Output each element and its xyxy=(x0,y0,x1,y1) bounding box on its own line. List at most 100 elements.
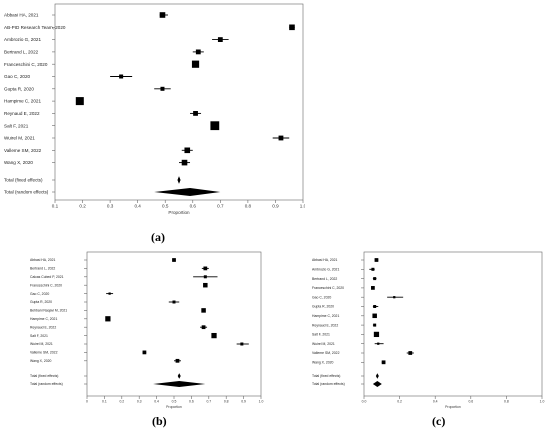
study-point xyxy=(160,86,165,91)
study-label: Wuirel M, 2021 xyxy=(30,342,53,346)
x-tick-label: 0.8 xyxy=(245,204,252,209)
study-point xyxy=(373,323,377,327)
study-label: Reynaud E, 2022 xyxy=(4,111,40,116)
study-point xyxy=(408,351,413,355)
x-tick-label: 0.1 xyxy=(102,399,107,403)
study-point xyxy=(210,121,220,131)
study-label: Abbasi HA, 2021 xyxy=(4,13,39,18)
forest-plot-b-svg: 0 0.1 0.2 0.3 0.4 0.5 0.6 0.7 0.8 0.9 1.0 Proportio… xyxy=(30,251,264,409)
study-label: Salt F, 2021 xyxy=(30,334,48,338)
study-point xyxy=(142,350,147,355)
study-label: Hampime C, 2021 xyxy=(30,317,57,321)
study-label: Bertrand L, 2022 xyxy=(4,50,39,55)
random-effects-label: Total (random effects) xyxy=(4,190,49,195)
study-label: Hampime C, 2021 xyxy=(4,99,41,104)
study-point xyxy=(372,313,377,319)
study-point xyxy=(159,12,166,18)
study-label: AB-PID Research Team, 2020 xyxy=(4,25,66,30)
x-tick-label: 0.5 xyxy=(162,204,169,209)
study-point xyxy=(393,296,396,299)
study-point xyxy=(195,49,201,55)
x-tick-label: 0.2 xyxy=(79,204,86,209)
x-tick-label: 0.4 xyxy=(433,399,438,403)
random-effects-label: Total (random effects) xyxy=(312,382,345,386)
fixed-effects-label: Total (fixed effects) xyxy=(30,374,58,378)
x-axis-label: Proportion xyxy=(445,405,461,409)
x-tick-label: 0.3 xyxy=(107,204,114,209)
study-label: Abbasi HA, 2021 xyxy=(30,258,56,262)
x-axis-label: Proportion xyxy=(166,405,182,409)
fixed-effects-marker xyxy=(177,176,181,184)
study-point xyxy=(172,300,176,304)
study-label: Abbasi HA, 2021 xyxy=(312,258,338,262)
study-label: Valleme SM, 2022 xyxy=(30,351,58,355)
study-label: Hampime C, 2021 xyxy=(312,314,339,318)
study-label: Franceschini C, 2020 xyxy=(312,286,344,290)
study-point xyxy=(211,332,217,339)
forest-plot-a: 0.1 0.2 0.3 0.4 0.5 0.6 0.7 0.8 0.9 1.0 Proportion… xyxy=(0,0,305,222)
study-point xyxy=(240,342,244,346)
plot-frame xyxy=(54,3,304,201)
random-effects-diamond xyxy=(372,381,382,387)
study-point xyxy=(105,316,111,322)
x-tick-label: 0.6 xyxy=(190,204,197,209)
study-label: Wuirel M, 2021 xyxy=(312,342,335,346)
study-label: Valleme SM, 2022 xyxy=(4,148,42,153)
study-point xyxy=(175,358,180,363)
study-label: Gao C, 2020 xyxy=(4,74,30,79)
x-tick-label: 0.2 xyxy=(397,399,402,403)
forest-plot-a-svg: 0.1 0.2 0.3 0.4 0.5 0.6 0.7 0.8 0.9 1.0 Proportion… xyxy=(4,3,305,215)
random-effects-diamond xyxy=(154,188,221,196)
x-axis-label: Proportion xyxy=(168,210,190,215)
study-point xyxy=(289,24,295,31)
study-label: Salt F, 2021 xyxy=(4,123,29,128)
study-label: Valleme SM, 2022 xyxy=(312,351,340,355)
fixed-effects-marker xyxy=(375,373,379,379)
study-label: Reynaud E, 2022 xyxy=(30,325,56,329)
panel-label-b: (b) xyxy=(152,414,167,428)
study-label: Gupta R, 2020 xyxy=(30,300,52,304)
panel-label-a: (a) xyxy=(151,230,165,244)
x-tick-label: 0.1 xyxy=(52,204,59,209)
fixed-effects-label: Total (fixed effects) xyxy=(312,374,340,378)
x-tick-label: 0.4 xyxy=(134,204,141,209)
study-point xyxy=(377,342,380,345)
study-point xyxy=(191,60,200,68)
x-tick-label: 0.8 xyxy=(504,399,509,403)
study-label: Ambrozio G, 2021 xyxy=(4,37,41,42)
x-tick-label: 0.6 xyxy=(468,399,473,403)
study-label: Gao C, 2020 xyxy=(30,292,49,296)
study-label: Gao C, 2020 xyxy=(312,295,331,299)
study-point xyxy=(373,305,377,308)
forest-plot-c-svg: 0.0 0.2 0.4 0.6 0.8 1.0 Proportion Abbasi HA, 2… xyxy=(312,251,544,409)
study-label: Wang X, 2020 xyxy=(4,160,33,165)
plot-frame xyxy=(363,251,543,397)
x-tick-label: 1.0 xyxy=(259,399,264,403)
forest-plot-b: 0 0.1 0.2 0.3 0.4 0.5 0.6 0.7 0.8 0.9 1.0 Proportio… xyxy=(28,248,276,412)
study-point xyxy=(373,331,380,338)
study-label: Behbani Naqavi M, 2021 xyxy=(30,309,67,313)
fixed-effects-label: Total (fixed effects) xyxy=(4,178,43,183)
x-tick-label: 0.5 xyxy=(172,399,177,403)
x-tick-label: 0.8 xyxy=(224,399,229,403)
study-point xyxy=(381,360,386,365)
study-point xyxy=(108,292,111,295)
study-point xyxy=(371,267,375,271)
x-tick-label: 1.0 xyxy=(300,204,305,209)
x-tick-label: 0.4 xyxy=(154,399,159,403)
study-label: Calcas Cubed P, 2021 xyxy=(30,275,64,279)
study-point xyxy=(184,147,191,154)
fixed-effects-marker xyxy=(177,373,181,379)
study-point xyxy=(278,135,284,141)
x-tick-label: 0.7 xyxy=(206,399,211,403)
study-point xyxy=(172,258,176,262)
study-label: Gupta R, 2020 xyxy=(4,86,34,91)
x-tick-label: 0.9 xyxy=(241,399,246,403)
study-label: Wang X, 2020 xyxy=(312,360,333,364)
random-effects-diamond xyxy=(153,381,206,387)
x-tick-label: 0.6 xyxy=(189,399,194,403)
study-point xyxy=(203,282,208,288)
study-label: Franceschini C, 2020 xyxy=(4,62,48,67)
forest-plot-c: 0.0 0.2 0.4 0.6 0.8 1.0 Proportion Abbasi HA, 2… xyxy=(310,248,546,412)
study-label: Franceschini C, 2020 xyxy=(30,283,62,287)
